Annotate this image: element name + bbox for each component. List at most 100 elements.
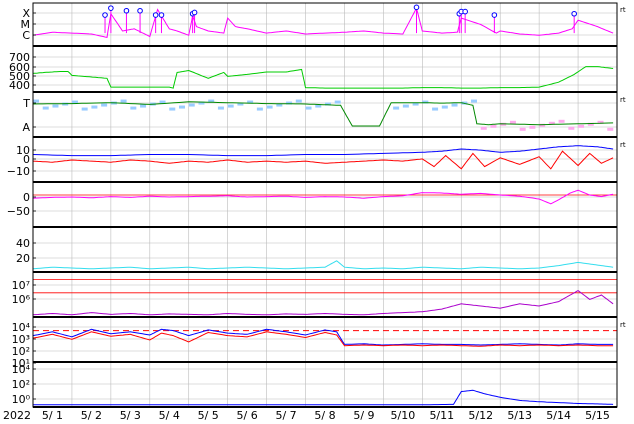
label-layer: XMCrt700600500400TArt100−10rt0−50402010⁷…	[3, 6, 626, 422]
flare-marker	[137, 7, 143, 14]
polarity-mark	[179, 105, 185, 109]
polarity-mark	[276, 103, 283, 107]
y-tick-label: M	[21, 18, 31, 31]
polarity-mark	[607, 127, 614, 131]
polarity-mark	[480, 126, 487, 130]
y-tick-label: 10¹	[12, 357, 30, 370]
y-tick-label: 700	[9, 51, 30, 64]
polarity-mark	[597, 120, 604, 124]
polarity-mark	[91, 105, 98, 109]
y-tick-label: X	[22, 7, 30, 20]
x-tick-label: 5/11	[429, 409, 454, 422]
polarity-mark	[529, 125, 536, 129]
series-line	[32, 101, 614, 127]
series-line	[32, 150, 614, 170]
grid-layer	[32, 3, 618, 407]
polarity-mark	[568, 126, 575, 130]
flare-marker	[158, 12, 165, 18]
polarity-mark	[393, 106, 400, 110]
series-line	[32, 331, 614, 347]
y-tick-label: 400	[9, 79, 30, 92]
series-line	[32, 290, 614, 316]
series-line	[33, 389, 614, 406]
polarity-mark	[159, 100, 166, 104]
polarity-mark	[509, 120, 516, 124]
x-tick-label: 5/ 8	[314, 409, 335, 422]
polarity-mark	[432, 107, 439, 111]
plot-frame	[32, 2, 618, 408]
polarity-mark	[558, 119, 565, 123]
polarity-mark	[101, 103, 108, 107]
y-tick-label: 10⁶	[12, 293, 31, 306]
polarity-mark	[120, 99, 127, 103]
x-tick-label: 5/ 4	[159, 409, 180, 422]
y-tick-label: 10⁷	[12, 279, 30, 292]
series-line	[32, 145, 614, 157]
flare-marker	[491, 12, 498, 18]
polarity-mark	[42, 106, 49, 110]
y-tick-label: 10²	[12, 378, 30, 391]
polarity-mark	[71, 100, 78, 104]
polarity-mark	[548, 121, 555, 125]
flare-marker	[102, 12, 108, 18]
polarity-mark	[305, 106, 312, 110]
flare-marker	[571, 10, 577, 17]
x-tick-label: 5/10	[391, 409, 416, 422]
series-line	[32, 189, 614, 205]
polarity-mark	[422, 100, 429, 104]
y-tick-label: 10⁰	[12, 393, 31, 406]
y-tick-label: −50	[7, 205, 30, 218]
polarity-mark	[169, 107, 176, 111]
panel-right-label: rt	[620, 6, 626, 14]
polarity-mark	[286, 101, 293, 105]
series-line	[32, 260, 614, 270]
polarity-mark	[198, 101, 205, 105]
polarity-mark	[441, 105, 448, 109]
series-line	[32, 328, 614, 346]
data-layer	[32, 4, 617, 406]
x-tick-label: 5/13	[507, 409, 532, 422]
polarity-mark	[130, 106, 137, 110]
polarity-mark	[188, 103, 195, 107]
x-tick-label: 5/ 7	[275, 409, 296, 422]
y-tick-label: A	[22, 121, 30, 134]
polarity-mark	[539, 123, 546, 127]
polarity-mark	[402, 104, 409, 108]
flare-marker	[152, 12, 159, 18]
polarity-mark	[266, 105, 273, 109]
panel-right-label: rt	[620, 96, 626, 104]
x-tick-label: 5/15	[585, 409, 610, 422]
flare-marker	[191, 9, 198, 16]
polarity-mark	[217, 106, 224, 110]
y-tick-label: 10	[16, 144, 30, 157]
polarity-mark	[412, 102, 419, 106]
x-tick-label: 5/12	[468, 409, 493, 422]
y-tick-label: T	[22, 97, 30, 110]
y-tick-label: 600	[9, 61, 30, 74]
polarity-mark	[81, 107, 88, 111]
y-tick-label: 10⁴	[12, 321, 31, 334]
flare-marker	[413, 4, 420, 11]
polarity-mark	[451, 103, 458, 107]
polarity-mark	[315, 104, 322, 108]
polarity-mark	[208, 99, 215, 103]
polarity-mark	[334, 100, 341, 104]
x-tick-label: 5/ 1	[42, 409, 63, 422]
polarity-mark	[587, 122, 594, 126]
y-tick-label: 40	[16, 237, 30, 250]
flare-marker	[123, 7, 130, 14]
polarity-mark	[247, 100, 254, 104]
x-tick-label: 5/ 3	[120, 409, 141, 422]
x-tick-label: 5/14	[546, 409, 571, 422]
polarity-mark	[33, 99, 39, 103]
x-tick-label: 5/ 6	[237, 409, 258, 422]
y-tick-label: 0	[23, 191, 30, 204]
x-tick-label: 5/ 2	[81, 409, 102, 422]
y-tick-label: C	[22, 29, 30, 42]
polarity-mark	[140, 104, 147, 108]
polarity-mark	[295, 99, 302, 103]
polarity-mark	[471, 99, 477, 103]
y-tick-label: 0	[23, 153, 30, 166]
series-line	[32, 6, 614, 38]
y-tick-label: −10	[7, 165, 30, 178]
